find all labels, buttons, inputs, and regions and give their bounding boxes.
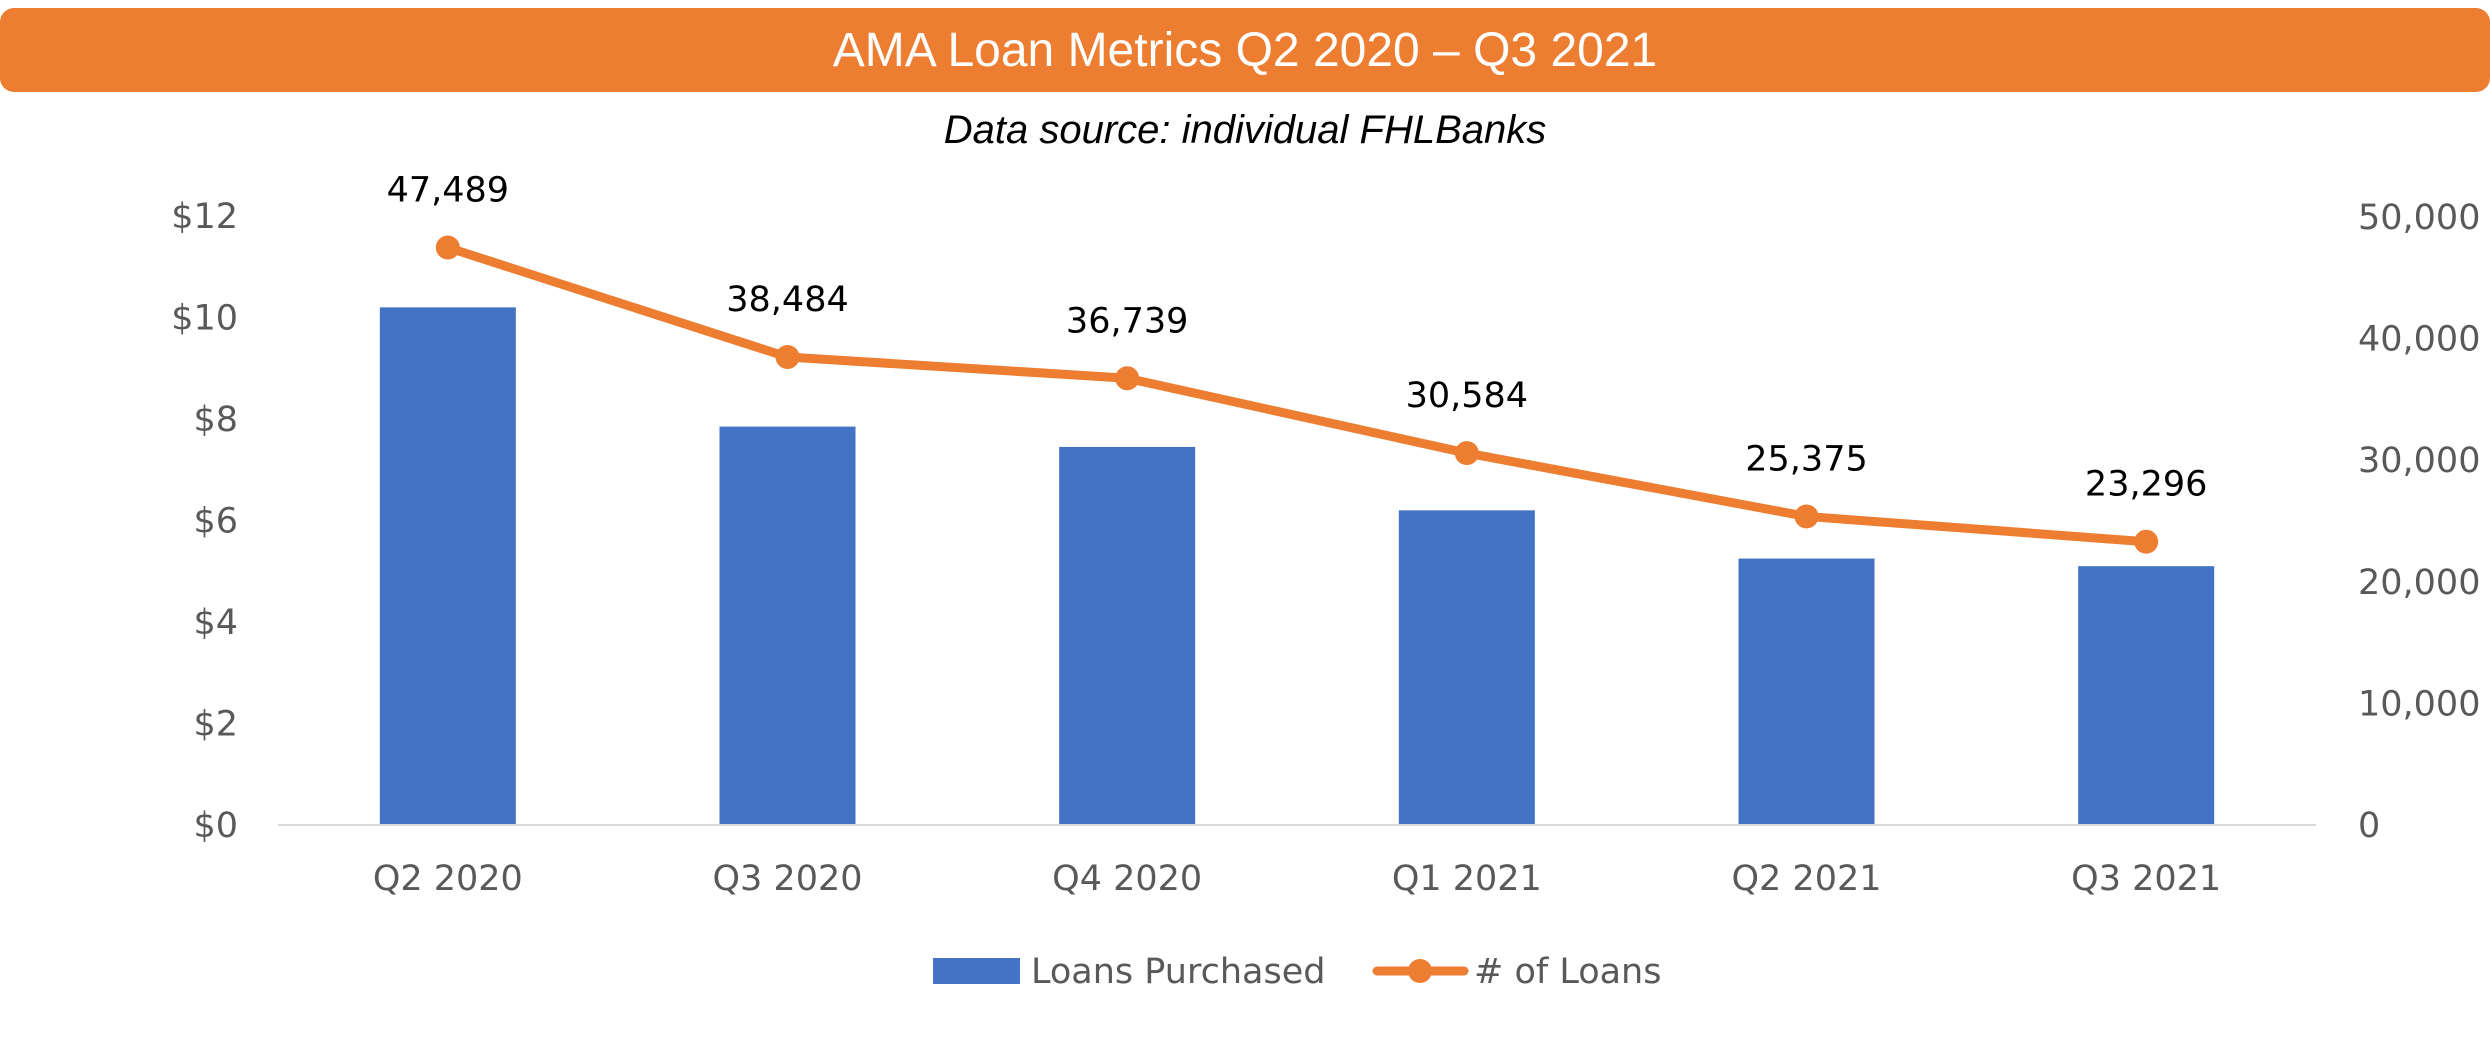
bar-loans-purchased	[1398, 510, 1535, 825]
legend-label-number-of-loans: # of Loans	[1474, 952, 1661, 992]
right-axis-tick-label: 50,000	[2358, 198, 2480, 238]
data-label-number-of-loans: 38,484	[726, 280, 848, 320]
left-axis-tick-label: $2	[193, 705, 238, 745]
bar-loans-purchased	[2078, 566, 2215, 825]
point-number-of-loans	[2134, 529, 2159, 554]
left-axis-tick-label: $6	[193, 502, 238, 542]
legend-swatch-loans-purchased	[933, 958, 1020, 984]
left-axis-tick-label: $10	[171, 299, 238, 339]
left-axis-tick-label: $4	[193, 603, 238, 643]
right-axis-tick-label: 20,000	[2358, 563, 2480, 603]
left-axis-tick-label: $12	[171, 197, 238, 237]
bar-loans-purchased	[1738, 558, 1875, 825]
chart-subtitle: Data source: individual FHLBanks	[943, 108, 1547, 152]
line-number-of-loans	[443, 243, 2151, 547]
x-axis-category-label: Q4 2020	[1052, 859, 1202, 899]
data-label-number-of-loans: 47,489	[387, 171, 509, 211]
legend-swatch-marker-number-of-loans	[1408, 959, 1432, 983]
bar-loans-purchased	[379, 307, 516, 826]
point-number-of-loans	[1454, 441, 1479, 466]
data-label-number-of-loans: 25,375	[1745, 439, 1867, 479]
legend-label-loans-purchased: Loans Purchased	[1031, 952, 1325, 992]
right-axis-tick-label: 10,000	[2358, 684, 2480, 724]
point-number-of-loans	[1115, 366, 1140, 391]
x-axis-category-label: Q3 2021	[2071, 859, 2221, 899]
point-number-of-loans	[435, 235, 460, 260]
right-axis-tick-label: 30,000	[2358, 441, 2480, 481]
x-axis-category-label: Q2 2020	[373, 859, 523, 899]
chart-title: AMA Loan Metrics Q2 2020 – Q3 2021	[832, 23, 1658, 77]
data-label-number-of-loans: 30,584	[1406, 376, 1528, 416]
data-label-number-of-loans: 36,739	[1066, 301, 1188, 341]
title-banner: AMA Loan Metrics Q2 2020 – Q3 2021	[0, 8, 2490, 92]
x-axis-category-label: Q2 2021	[1731, 859, 1881, 899]
left-axis-tick-label: $8	[193, 400, 238, 440]
right-axis-tick-label: 0	[2358, 806, 2380, 846]
left-axis-tick-label: $0	[193, 806, 238, 846]
bar-loans-purchased	[719, 426, 856, 825]
bar-loans-purchased	[1059, 446, 1196, 825]
right-axis-tick-label: 40,000	[2358, 320, 2480, 360]
data-label-number-of-loans: 23,296	[2085, 465, 2207, 505]
x-axis-category-label: Q1 2021	[1392, 859, 1542, 899]
point-number-of-loans	[775, 345, 800, 370]
x-axis-category-label: Q3 2020	[712, 859, 862, 899]
point-number-of-loans	[1794, 504, 1819, 529]
